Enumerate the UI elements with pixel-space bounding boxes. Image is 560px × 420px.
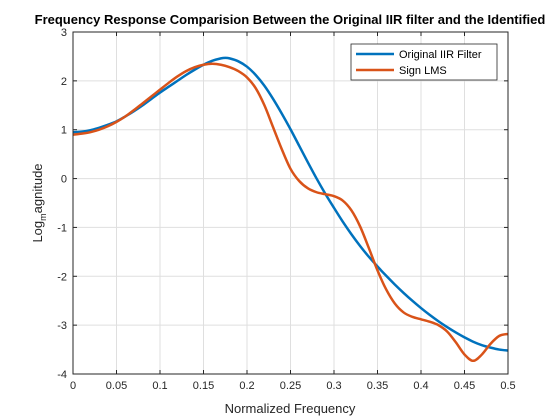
- x-tick-label: 0.5: [500, 380, 515, 392]
- y-tick-label: -3: [57, 320, 67, 332]
- x-tick-label: 0.15: [193, 380, 214, 392]
- y-tick-label: 1: [61, 125, 67, 137]
- y-tick-label: -2: [57, 271, 67, 283]
- x-tick-label: 0.35: [367, 380, 388, 392]
- y-axis-label-subscript: m: [38, 213, 48, 221]
- tick-labels: 0 0.05 0.1 0.15 0.2 0.25 0.3 0.35 0.4 0.45 0.5 -4 -3…: [57, 27, 515, 392]
- x-tick-label: 0.2: [239, 380, 254, 392]
- legend-label-sign-lms: Sign LMS: [399, 65, 447, 77]
- series-line-original-iir: [73, 56, 508, 352]
- x-tick-label: 0.05: [106, 380, 127, 392]
- x-tick-label: 0.4: [413, 380, 428, 392]
- y-tick-label: -1: [57, 222, 67, 234]
- x-tick-label: 0.1: [152, 380, 167, 392]
- y-tick-label: -4: [57, 369, 67, 381]
- y-tick-label: 3: [61, 27, 67, 39]
- y-tick-label: 0: [61, 174, 67, 186]
- y-axis-label: Logmagnitude: [30, 163, 48, 242]
- ticks: [72, 31, 509, 375]
- legend-box: [350, 43, 498, 81]
- chart-title: Frequency Response Comparision Between t…: [35, 12, 546, 27]
- x-tick-label: 0.3: [326, 380, 341, 392]
- y-tick-label: 2: [61, 76, 67, 88]
- series-group: [73, 56, 508, 363]
- x-tick-label: 0.25: [280, 380, 301, 392]
- y-axis-label-rest: agnitude: [30, 163, 45, 213]
- series-line-sign-lms: [73, 62, 508, 363]
- legend-label-original-iir: Original IIR Filter: [399, 49, 482, 61]
- y-axis-label-main: Log: [30, 221, 45, 243]
- x-axis-label: Normalized Frequency: [225, 401, 356, 416]
- legend: Original IIR Filter Sign LMS: [350, 43, 498, 81]
- x-tick-label: 0: [70, 380, 76, 392]
- x-tick-label: 0.45: [454, 380, 475, 392]
